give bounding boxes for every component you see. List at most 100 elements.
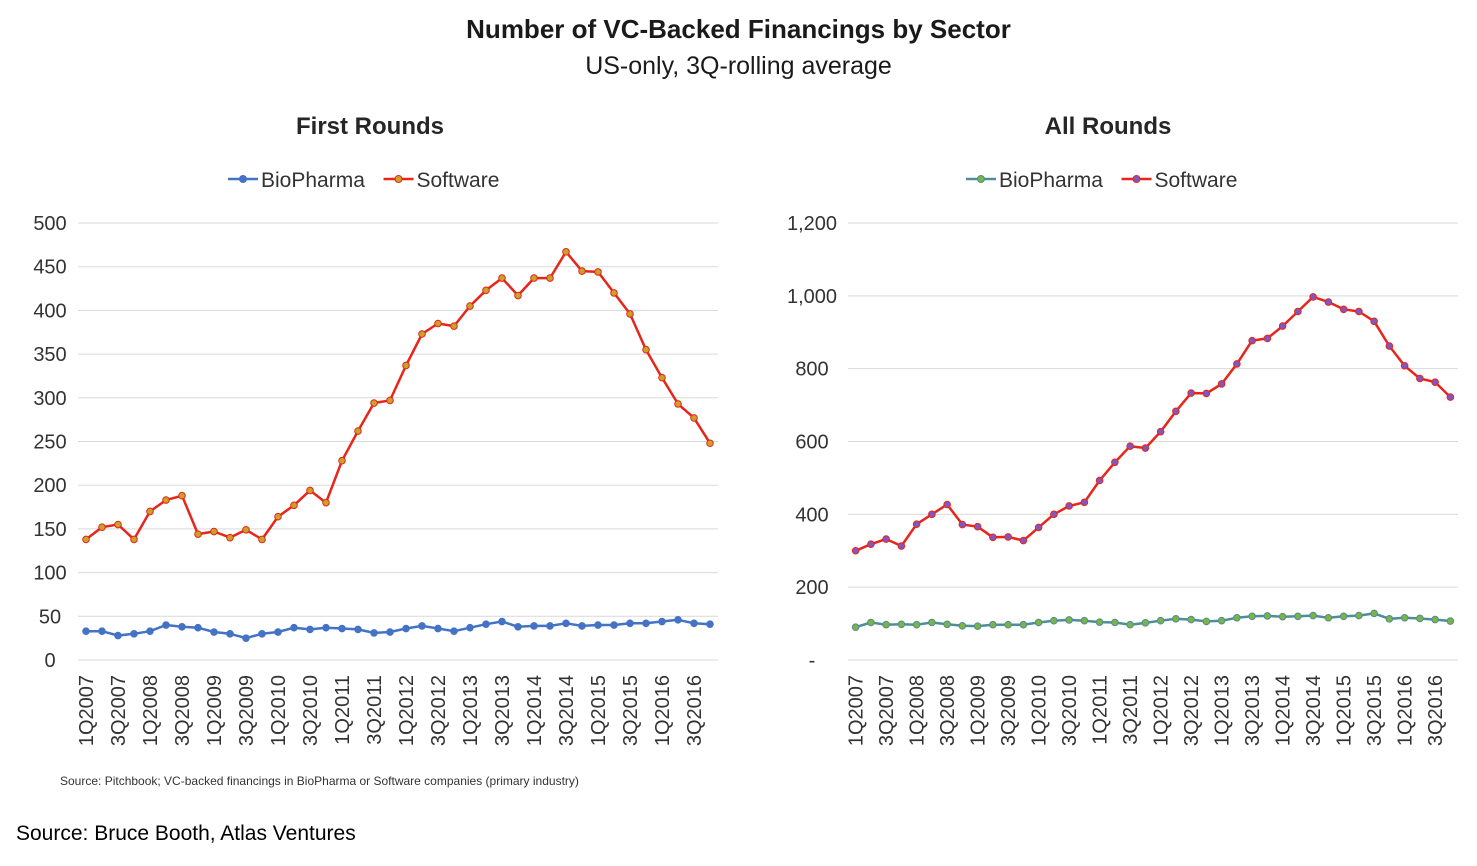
data-point-software bbox=[928, 510, 936, 519]
data-point-software bbox=[1126, 442, 1134, 451]
data-point-biopharma bbox=[466, 623, 474, 632]
data-point-software bbox=[1217, 380, 1226, 388]
legend-label: BioPharma bbox=[999, 169, 1103, 192]
y-tick-label: 150 bbox=[33, 519, 66, 541]
data-point-software bbox=[210, 527, 218, 536]
data-point-biopharma bbox=[973, 622, 982, 630]
data-point-software bbox=[1156, 427, 1165, 436]
data-point-software bbox=[1294, 307, 1302, 316]
x-tick-label: 3Q2012 bbox=[428, 675, 450, 746]
data-point-software bbox=[1309, 293, 1317, 301]
data-point-software bbox=[897, 542, 906, 550]
data-point-biopharma bbox=[1004, 620, 1012, 629]
x-tick-label: 1Q2016 bbox=[652, 675, 674, 746]
data-point-software bbox=[322, 498, 330, 507]
data-point-biopharma bbox=[1034, 618, 1043, 627]
series-line-software bbox=[85, 250, 712, 541]
data-point-biopharma bbox=[882, 620, 890, 629]
data-point-software bbox=[642, 345, 650, 354]
x-tick-label: 3Q2011 bbox=[1120, 675, 1142, 745]
x-tick-label: 3Q2011 bbox=[364, 675, 386, 745]
data-point-biopharma bbox=[258, 629, 266, 638]
y-tick-label: 600 bbox=[795, 432, 828, 454]
data-point-software bbox=[290, 501, 298, 510]
data-point-software bbox=[1339, 305, 1348, 314]
data-point-biopharma bbox=[210, 628, 218, 636]
x-tick-label: 1Q2007 bbox=[846, 675, 868, 746]
x-tick-label: 1Q2007 bbox=[76, 675, 98, 746]
data-point-software bbox=[258, 535, 266, 544]
data-point-biopharma bbox=[578, 622, 586, 630]
x-tick-label: 3Q2016 bbox=[684, 675, 706, 746]
data-point-software bbox=[226, 533, 234, 542]
page-subtitle: US-only, 3Q-rolling average bbox=[585, 52, 892, 80]
y-tick-label: 0 bbox=[44, 650, 55, 672]
series-line-biopharma bbox=[855, 612, 1451, 629]
chart-title: All Rounds bbox=[1045, 113, 1172, 140]
x-tick-label: 1Q2016 bbox=[1395, 675, 1417, 746]
data-point-biopharma bbox=[562, 619, 570, 628]
data-point-software bbox=[1355, 307, 1363, 316]
data-point-biopharma bbox=[546, 622, 554, 630]
data-point-software bbox=[482, 286, 490, 295]
x-tick-label: 1Q2008 bbox=[907, 675, 929, 746]
x-tick-label: 3Q2007 bbox=[876, 675, 898, 746]
legend-label: Software bbox=[1155, 169, 1238, 192]
data-point-software bbox=[1385, 342, 1394, 350]
data-point-software bbox=[578, 267, 586, 275]
x-tick-label: 3Q2014 bbox=[1303, 675, 1325, 746]
y-tick-label: 200 bbox=[33, 475, 66, 497]
x-tick-label: 1Q2011 bbox=[332, 675, 354, 745]
x-tick-label: 3Q2015 bbox=[620, 675, 642, 746]
x-tick-label: 1Q2013 bbox=[460, 675, 482, 746]
data-point-software bbox=[626, 310, 634, 318]
data-point-software bbox=[130, 535, 138, 544]
data-point-software bbox=[1202, 389, 1211, 398]
data-point-software bbox=[354, 427, 362, 435]
data-point-software bbox=[1263, 334, 1272, 343]
data-point-biopharma bbox=[322, 623, 330, 632]
data-point-biopharma bbox=[1080, 616, 1089, 625]
data-point-software bbox=[658, 373, 666, 382]
data-point-biopharma bbox=[867, 618, 875, 627]
x-tick-label: 1Q2014 bbox=[524, 675, 546, 746]
data-point-biopharma bbox=[130, 629, 138, 638]
data-point-software bbox=[194, 530, 202, 538]
x-tick-label: 1Q2015 bbox=[588, 675, 610, 746]
data-point-biopharma bbox=[1202, 617, 1211, 626]
data-point-software bbox=[1278, 322, 1287, 330]
data-point-biopharma bbox=[674, 615, 682, 624]
data-point-biopharma bbox=[610, 621, 618, 629]
data-point-biopharma bbox=[658, 617, 666, 626]
x-tick-label: 3Q2010 bbox=[1059, 675, 1081, 746]
x-tick-label: 1Q2010 bbox=[268, 675, 290, 746]
data-point-software bbox=[851, 546, 860, 555]
data-point-software bbox=[82, 535, 90, 544]
data-point-software bbox=[1400, 361, 1409, 370]
data-point-biopharma bbox=[194, 623, 202, 632]
data-point-biopharma bbox=[530, 622, 538, 630]
x-tick-label: 1Q2011 bbox=[1090, 675, 1112, 745]
data-point-biopharma bbox=[306, 625, 314, 634]
y-tick-label: 400 bbox=[33, 300, 66, 322]
x-tick-label: 1Q2014 bbox=[1273, 675, 1295, 746]
data-point-biopharma bbox=[98, 627, 106, 635]
x-tick-label: 3Q2009 bbox=[998, 675, 1020, 746]
data-point-biopharma bbox=[1156, 616, 1165, 625]
y-tick-label: 400 bbox=[795, 504, 828, 526]
x-tick-label: 3Q2008 bbox=[937, 675, 959, 746]
data-point-software bbox=[1065, 502, 1073, 510]
data-point-software bbox=[594, 268, 602, 276]
data-point-software bbox=[402, 361, 410, 370]
data-point-biopharma bbox=[1355, 611, 1363, 620]
data-point-biopharma bbox=[162, 621, 170, 629]
data-point-biopharma bbox=[354, 625, 362, 634]
y-tick-label: 500 bbox=[33, 213, 66, 235]
data-point-software bbox=[466, 302, 474, 310]
data-point-software bbox=[434, 319, 442, 328]
data-point-software bbox=[370, 399, 378, 407]
y-tick-label: 250 bbox=[33, 432, 66, 454]
data-point-software bbox=[973, 522, 982, 531]
data-point-biopharma bbox=[274, 628, 282, 636]
